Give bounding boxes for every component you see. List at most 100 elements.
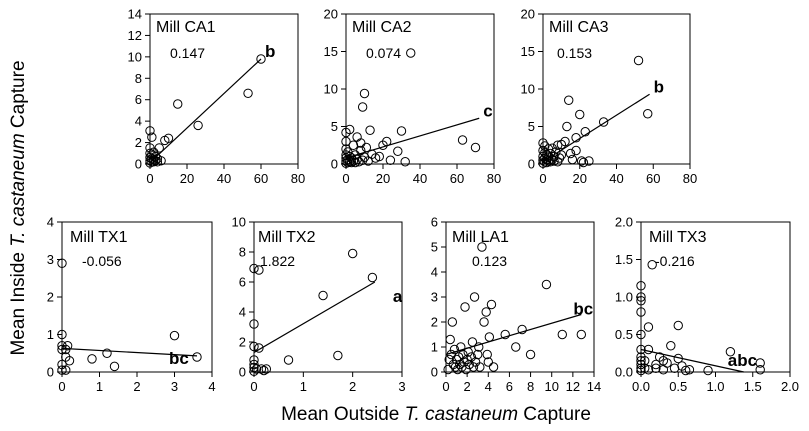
data-point [406,48,416,58]
y-tick-label: 0 [135,157,142,172]
x-tick-label: 0 [250,379,257,394]
y-tick-label: 20 [324,7,338,22]
y-tick-label: 3 [431,290,438,305]
panel-mill-tx1: 0 1 2 3 4 0 1 2 3 4 Mill TX1 -0.056 bc [47,215,216,395]
data-point [365,125,375,135]
y-tick-label: 1 [431,340,438,355]
y-tick-label: 2 [135,135,142,150]
data-point [57,329,67,340]
data-point [483,357,493,367]
mill-name: Mill TX3 [649,229,707,246]
significance-letter: bc [573,300,593,319]
data-point [400,157,410,167]
data-point [469,292,480,302]
data-point [283,355,294,365]
x-tick-label: 40 [609,171,623,186]
mill-name: Mill CA3 [549,19,609,36]
x-tick-label: 10 [544,379,558,394]
data-point [517,324,527,335]
data-point [636,296,646,306]
data-point [249,355,259,365]
x-tick-label: 2 [133,379,140,394]
significance-letter: a [393,287,403,306]
data-point [643,322,654,332]
y-tick-label: 2 [239,335,246,350]
x-tick-label: 0 [539,171,546,186]
slope-coefficient: -0.056 [82,253,122,269]
data-point [541,157,552,168]
data-point [755,358,765,368]
y-tick-label: 6 [239,275,246,290]
data-point [538,138,548,148]
significance-letter: bc [169,349,189,368]
y-tick-label: 2 [47,290,54,305]
data-point [357,155,368,165]
y-tick-label: 1.5 [615,252,633,267]
slope-coefficient: 1.822 [260,253,295,269]
data-point [156,156,166,166]
data-point [374,151,384,162]
data-point [474,342,484,352]
data-point [482,349,492,360]
data-point [341,136,351,147]
data-point [662,358,672,368]
slope-coefficient: -0.216 [655,253,695,269]
data-point [643,109,653,119]
x-tick-label: 40 [217,171,231,186]
x-tick-label: 20 [573,171,587,186]
y-tick-label: 4 [431,265,438,280]
data-point [576,156,587,166]
data-point [192,352,202,362]
data-point [571,145,581,156]
data-point [152,157,163,167]
data-point [557,329,567,340]
data-point [562,121,572,132]
data-point [249,362,259,373]
data-point [393,146,403,156]
data-point [447,317,458,327]
y-tick-label: 0 [331,157,338,172]
y-tick-label: 10 [324,82,338,97]
mill-name: Mill LA1 [452,229,509,246]
data-point [553,140,563,150]
y-tick-label: 10 [232,215,246,230]
data-point [147,132,157,142]
data-point [636,329,646,340]
data-point [565,148,576,159]
y-tick-label: 14 [128,7,142,22]
plot-frame [345,13,495,165]
y-tick-label: 8 [239,245,246,260]
data-point [57,365,67,375]
y-tick-label: 10 [521,82,535,97]
data-point [256,364,267,374]
data-point [61,365,71,375]
data-point [57,258,67,268]
y-tick-label: 0 [431,365,438,380]
data-point [636,307,646,317]
data-point [251,364,262,374]
data-point [193,120,203,131]
y-tick-label: 4 [47,215,54,230]
data-point [87,354,97,364]
data-point [254,265,264,275]
y-tick-label: 20 [521,7,535,22]
x-tick-label: 80 [291,171,305,186]
significance-letter: c [483,101,492,120]
significance-letter: b [265,42,275,61]
data-point [703,365,713,376]
panel-mill-tx3: 0.0 0.5 1.0 1.5 2.0 0.0 0.5 1.0 1.5 2.0 Mill TX3 -0… [615,215,799,395]
data-point [684,365,695,375]
slope-coefficient: 0.074 [366,45,401,61]
data-point [481,307,491,317]
x-tick-label: 8 [527,379,534,394]
x-tick-label: 80 [683,171,697,186]
data-point [651,359,661,370]
data-point [385,155,396,165]
data-point [62,341,73,351]
x-tick-label: 0 [58,379,65,394]
y-tick-label: 1.0 [615,290,633,305]
data-point [475,362,485,372]
regression-line [345,117,480,159]
x-tick-label: 20 [376,171,390,186]
